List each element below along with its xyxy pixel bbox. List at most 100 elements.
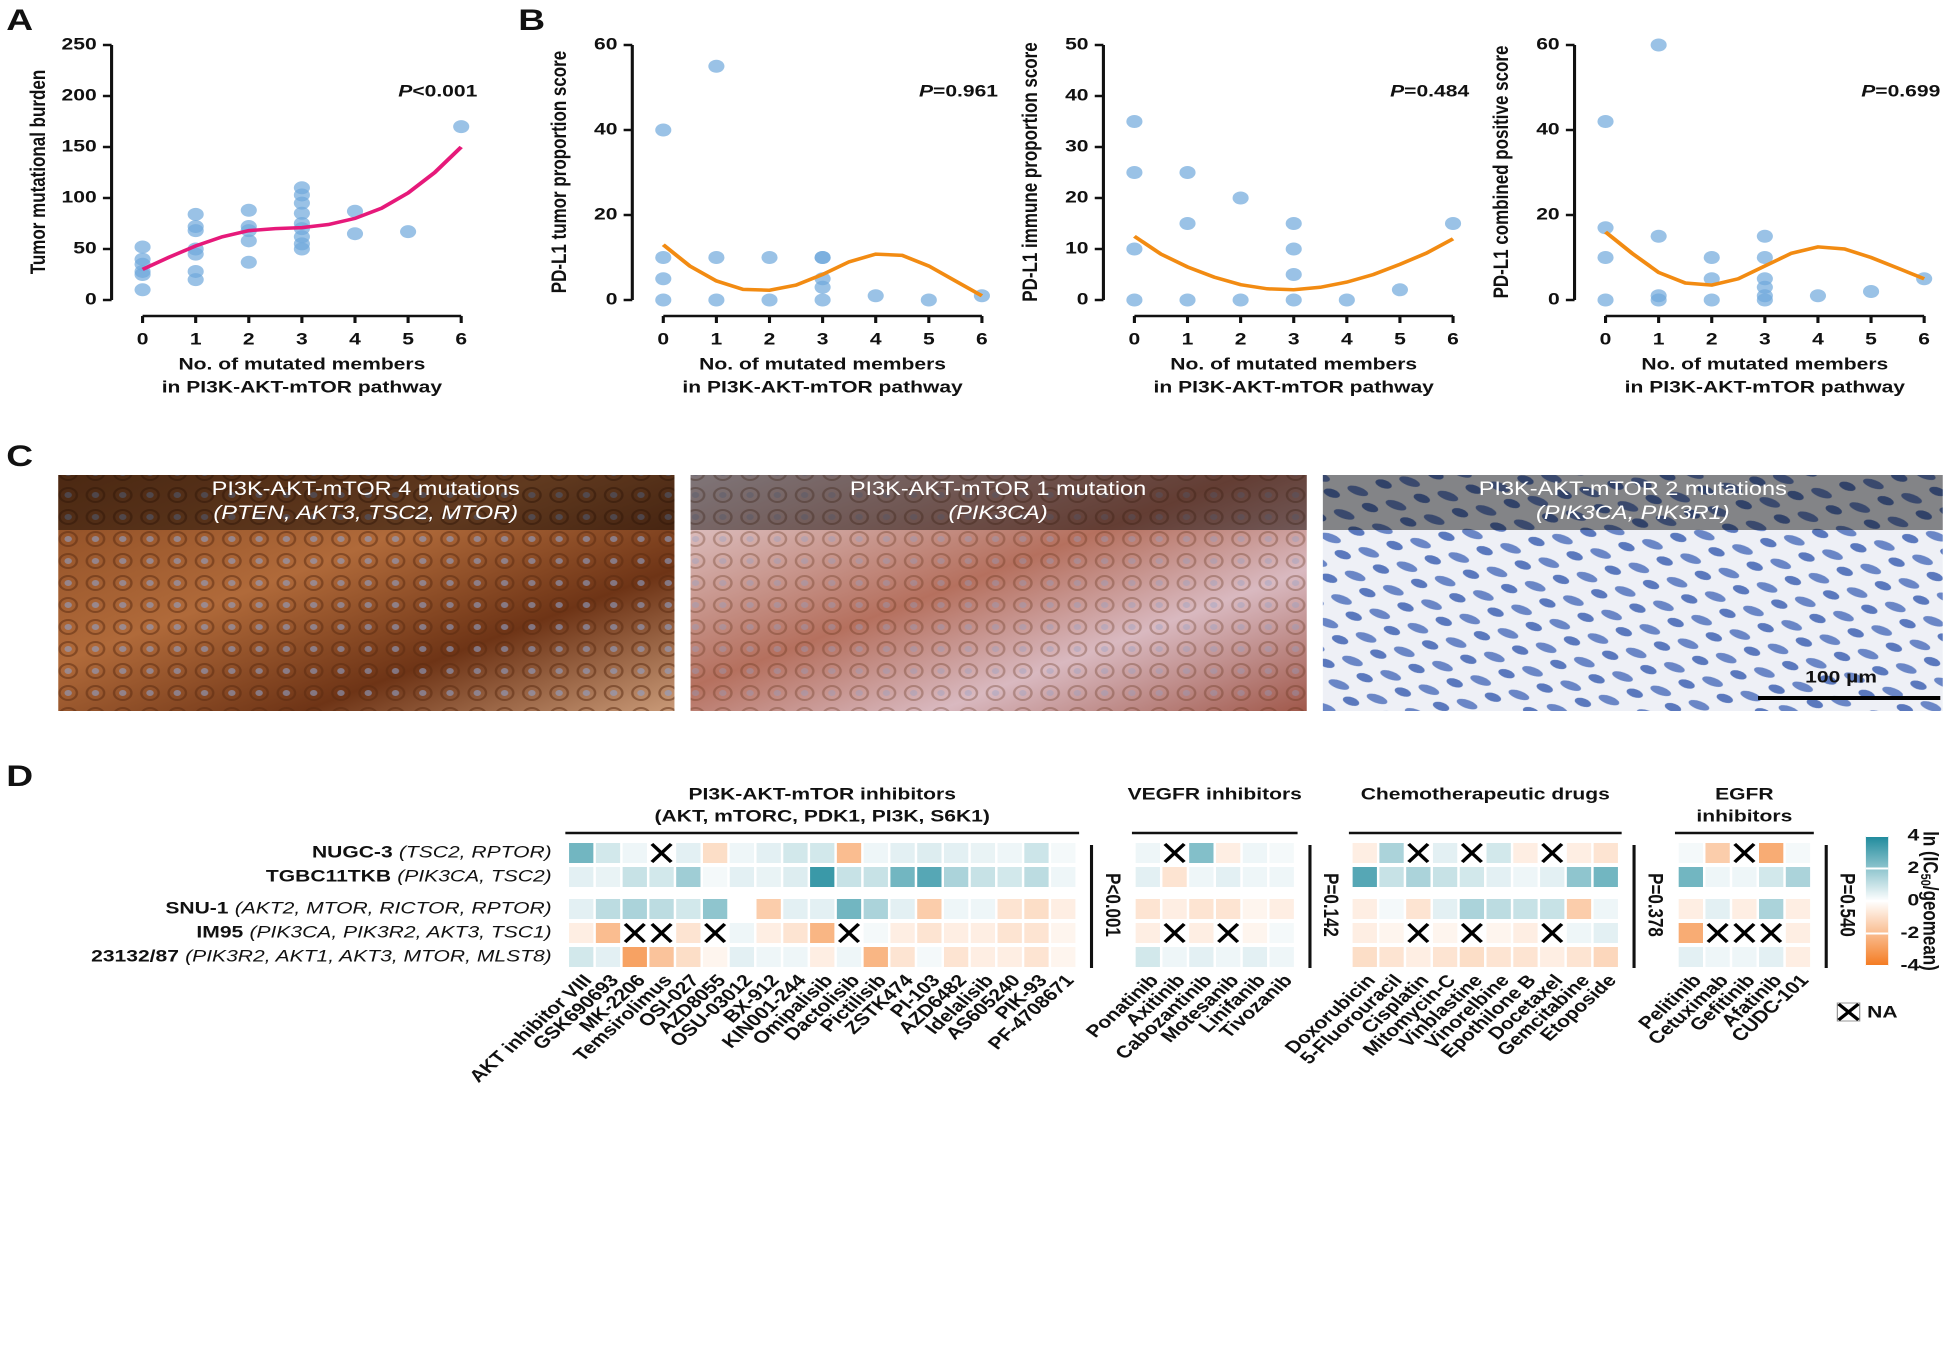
point	[1232, 191, 1249, 205]
colorbar-label-sub: 50	[1917, 874, 1932, 886]
heatmap-cell	[1759, 843, 1784, 863]
heatmap-cell	[783, 843, 808, 863]
group-p-value: P=0.378	[1643, 873, 1666, 937]
heatmap-cell	[676, 867, 701, 887]
heatmap-cell	[1352, 843, 1377, 863]
heatmap-cell	[1486, 899, 1511, 919]
column-label: AKT inhibitor VIII	[465, 972, 596, 1087]
heatmap-cell	[1540, 947, 1565, 967]
y-tick-label: 40	[1536, 120, 1559, 139]
heatmap-cell	[1242, 867, 1268, 887]
row-label: SNU-1 (AKT2, MTOR, RICTOR, RPTOR)	[165, 899, 551, 918]
heatmap-cell	[810, 867, 835, 887]
heatmap-cell	[1785, 843, 1811, 863]
na-cell	[1459, 843, 1485, 863]
heatmap-cell	[1678, 843, 1703, 863]
heatmap-cell	[595, 923, 621, 943]
point	[920, 293, 937, 307]
point	[1703, 293, 1720, 307]
heatmap-cell	[1593, 923, 1618, 943]
na-cross	[650, 843, 673, 863]
y-tick-label: 20	[594, 205, 617, 224]
point	[187, 224, 204, 238]
group-title: PI3K-AKT-mTOR inhibitors	[689, 785, 956, 804]
heatmap-cell	[1566, 947, 1592, 967]
na-cell	[702, 923, 728, 943]
colorbar-label-part: ln (IC	[1918, 831, 1941, 874]
panel-label: C	[6, 439, 33, 473]
point	[1126, 242, 1143, 256]
p-value: P=0.699	[1861, 82, 1940, 101]
x-tick-label: 2	[243, 330, 255, 349]
heatmap-cell	[1566, 899, 1592, 919]
point	[346, 204, 364, 218]
heatmap-cell	[1486, 947, 1511, 967]
p-italic: P	[398, 82, 412, 101]
na-cell	[1459, 923, 1485, 943]
point	[1756, 229, 1773, 243]
heatmap-cell	[729, 947, 755, 967]
image-caption-genes: (PIK3CA, PIK3R1)	[1536, 502, 1730, 523]
heatmap-cell	[1242, 923, 1268, 943]
heatmap-cell	[595, 899, 621, 919]
heatmap-cell	[783, 867, 808, 887]
heatmap-cell	[943, 867, 969, 887]
x-tick-label: 1	[1182, 330, 1194, 349]
heatmap-cell	[1189, 843, 1214, 863]
heatmap-cell	[1678, 867, 1703, 887]
y-axis-label: Tumor mutational burden	[28, 70, 51, 274]
heatmap-cell	[676, 947, 701, 967]
heatmap-cell	[1513, 843, 1538, 863]
point	[346, 227, 364, 241]
heatmap-cell	[1406, 947, 1431, 967]
x-tick-label: 6	[1918, 330, 1930, 349]
point	[1285, 217, 1302, 230]
y-tick-label: 20	[1065, 188, 1088, 207]
point	[1285, 268, 1302, 281]
heatmap-cell	[1540, 899, 1565, 919]
point	[1597, 293, 1614, 307]
na-cross	[704, 923, 727, 943]
y-tick-label: 100	[62, 188, 97, 207]
na-cell	[1162, 843, 1187, 863]
point	[708, 293, 725, 307]
heatmap-cell	[1379, 899, 1404, 919]
heatmap-cell	[1135, 923, 1160, 943]
na-cross	[1407, 843, 1430, 863]
row-label: NUGC-3 (TSC2, RPTOR)	[312, 843, 552, 862]
heatmap-cell	[863, 899, 888, 919]
na-cross	[1460, 843, 1483, 863]
heatmap-cell	[676, 843, 701, 863]
point	[1126, 293, 1143, 307]
point	[240, 203, 257, 217]
heatmap-cell	[836, 843, 862, 863]
heatmap-cell	[917, 843, 942, 863]
na-cell	[1406, 923, 1431, 943]
point	[1863, 285, 1880, 298]
heatmap-cell	[1566, 843, 1592, 863]
heatmap-cell	[756, 923, 781, 943]
point	[761, 251, 778, 264]
heatmap-cell	[1513, 923, 1538, 943]
heatmap-cell	[1486, 923, 1511, 943]
heatmap-cell	[569, 923, 594, 943]
heatmap-cell	[1051, 899, 1076, 919]
group-title: VEGFR inhibitors	[1128, 785, 1302, 804]
y-tick-label: 150	[62, 137, 97, 156]
point	[1391, 283, 1408, 297]
row-genes: (PIK3CA, PIK3R2, AKT3, TSC1)	[249, 923, 551, 942]
x-tick-label: 3	[296, 330, 308, 349]
heatmap-cell	[970, 867, 996, 887]
heatmap-cell	[917, 947, 942, 967]
point	[1597, 251, 1614, 264]
heatmap-cell	[836, 899, 862, 919]
heatmap-cell	[1189, 867, 1214, 887]
heatmap-cell	[1406, 899, 1431, 919]
heatmap-cell	[997, 843, 1022, 863]
heatmap-cell	[1785, 899, 1811, 919]
heatmap-cell	[1379, 867, 1404, 887]
group-title: EGFR	[1715, 785, 1774, 804]
heatmap-cell	[729, 843, 755, 863]
heatmap-cell	[1705, 843, 1730, 863]
heatmap-cell	[943, 923, 969, 943]
